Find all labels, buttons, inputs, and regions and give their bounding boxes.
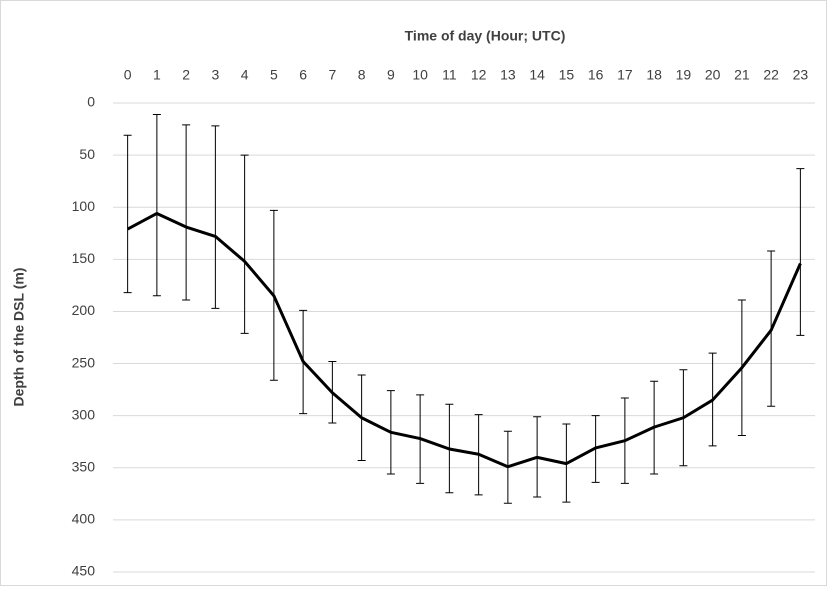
- error-bar: [182, 124, 191, 301]
- x-tick-label: 3: [211, 67, 219, 83]
- x-tick-label: 13: [500, 67, 516, 83]
- x-tick-label: 22: [763, 67, 779, 83]
- x-tick-label: 8: [358, 67, 366, 83]
- x-axis-title: Time of day (Hour; UTC): [405, 28, 566, 44]
- x-tick-label: 4: [241, 67, 249, 83]
- error-bar: [240, 154, 249, 334]
- x-tick-label: 1: [153, 67, 161, 83]
- x-tick-label: 21: [734, 67, 750, 83]
- line: [126, 211, 802, 469]
- x-tick-label: 16: [588, 67, 604, 83]
- y-tick-label: 0: [87, 94, 95, 110]
- x-tick-label: 9: [387, 67, 395, 83]
- error-bar: [211, 125, 220, 309]
- x-tick-label: 0: [124, 67, 132, 83]
- x-tick-label: 18: [646, 67, 662, 83]
- y-tick-label: 200: [72, 302, 96, 318]
- error-bar: [796, 168, 805, 336]
- x-tick-label: 10: [412, 67, 428, 83]
- x-tick-label: 11: [442, 67, 457, 83]
- x-tick-label: 5: [270, 67, 278, 83]
- x-tick-label: 12: [471, 67, 487, 83]
- x-tick-label: 15: [559, 67, 575, 83]
- y-tick-label: 450: [72, 563, 96, 579]
- x-tick-label: 14: [529, 67, 545, 83]
- x-tick-label: 23: [793, 67, 809, 83]
- error-bar: [152, 113, 161, 297]
- y-tick-label: 350: [72, 458, 96, 474]
- x-tick-label: 2: [182, 67, 190, 83]
- y-tick-label: 250: [72, 354, 96, 370]
- y-tick-label: 300: [72, 406, 96, 422]
- error-bar: [123, 134, 132, 294]
- x-tick-label: 19: [676, 67, 692, 83]
- x-tick-label: 7: [328, 67, 336, 83]
- y-tick-label: 400: [72, 511, 96, 527]
- y-tick-label: 150: [72, 250, 96, 266]
- y-axis-title: Depth of the DSL (m): [11, 268, 27, 407]
- x-tick-label: 20: [705, 67, 721, 83]
- x-tick-label: 17: [617, 67, 633, 83]
- y-tick-label: 100: [72, 198, 96, 214]
- y-tick-label: 50: [79, 146, 95, 162]
- x-tick-label: 6: [299, 67, 307, 83]
